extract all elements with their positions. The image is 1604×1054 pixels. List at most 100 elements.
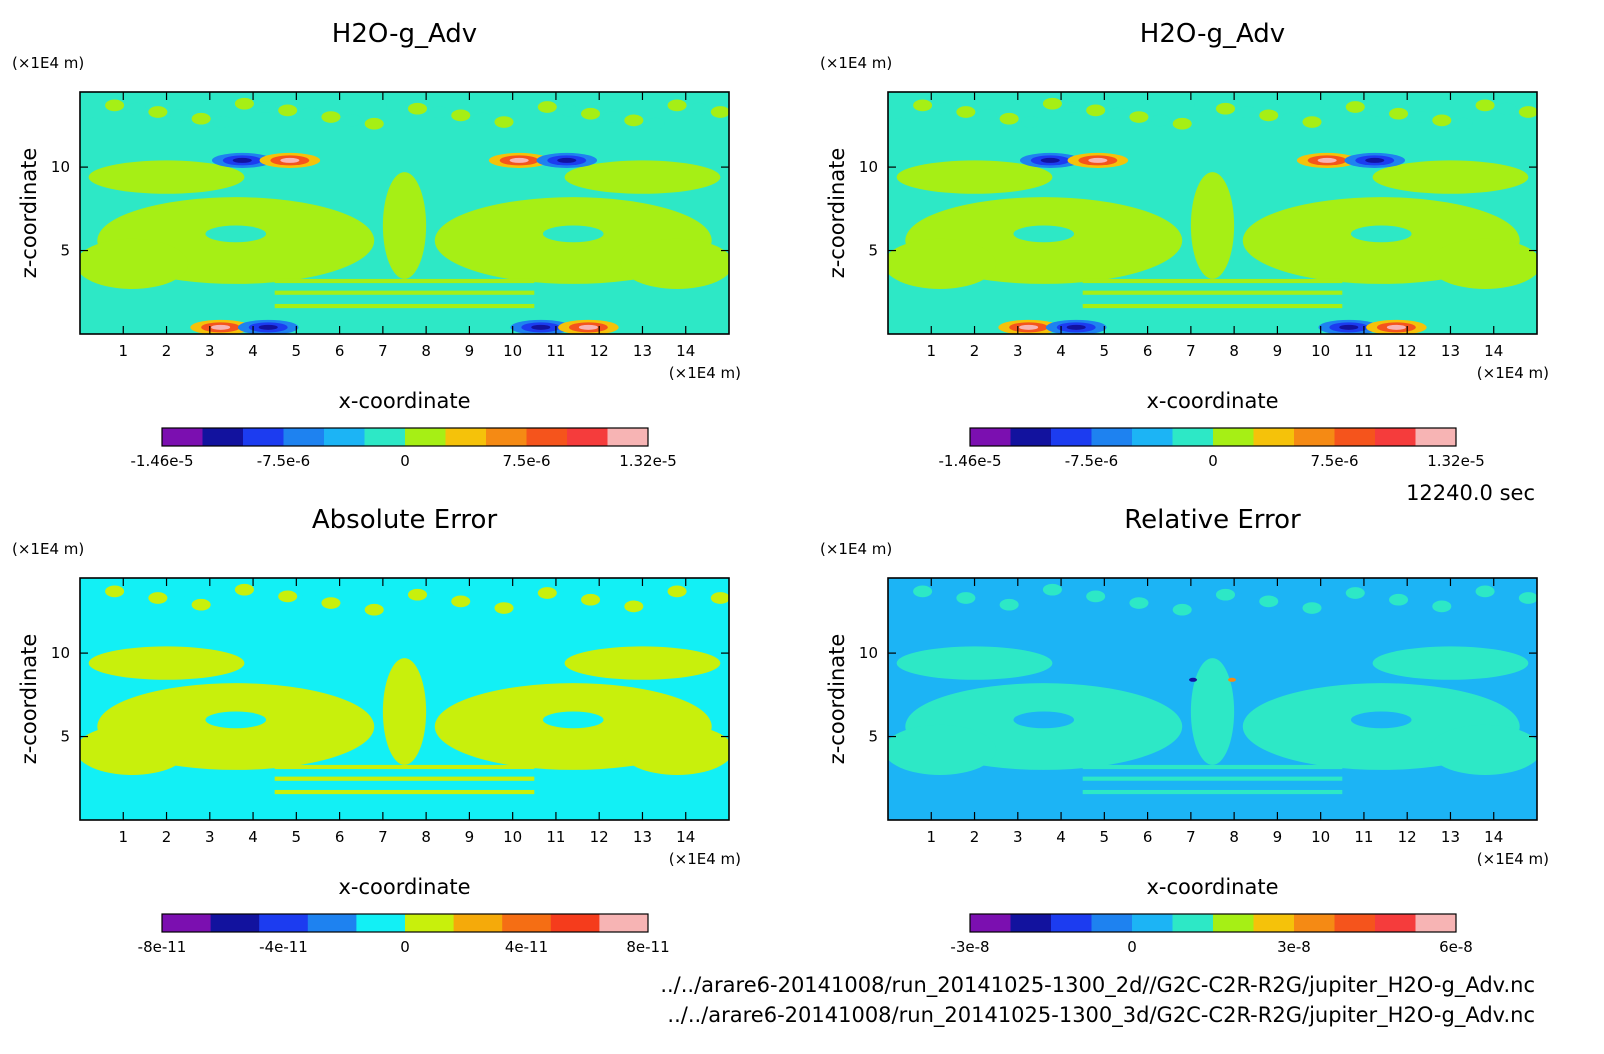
contour-speck — [999, 112, 1019, 125]
extreme-cell — [1317, 157, 1337, 163]
colorbar: -8e-11 -4e-11 0 4e-11 8e-11 — [138, 913, 670, 956]
contour-speck — [191, 112, 211, 125]
colorbar-swatch — [1091, 428, 1133, 446]
contour-speck — [451, 595, 471, 608]
contour-band — [1082, 764, 1343, 770]
contour-speck — [256, 101, 276, 113]
contour-band — [274, 776, 535, 781]
contour-region — [564, 646, 721, 680]
contour-speck — [1064, 587, 1084, 599]
colorbar-swatch — [1091, 914, 1133, 932]
x-axis-label: x-coordinate — [338, 389, 470, 413]
x-tick-label: 8 — [421, 342, 431, 360]
colorbar-swatch — [1213, 914, 1254, 932]
colorbar: -1.46e-5 -7.5e-6 0 7.5e-6 1.32e-5 — [939, 427, 1485, 470]
colorbar-swatch — [453, 914, 503, 932]
contour-speck — [1518, 592, 1537, 604]
colorbar-swatch — [1132, 914, 1173, 932]
extreme-cell — [211, 324, 231, 330]
contour-region — [888, 724, 997, 775]
contour-speck — [559, 104, 579, 117]
colorbar-swatch — [307, 914, 357, 932]
contour-speck — [602, 111, 622, 123]
x-axis-label: x-coordinate — [1146, 389, 1278, 413]
x-axis-label: x-coordinate — [1146, 875, 1278, 899]
colorbar-tick-label: 0 — [1208, 452, 1218, 470]
contour-speck — [999, 598, 1019, 611]
contour-speck — [105, 585, 125, 598]
x-unit-label: (×1E4 m) — [669, 850, 741, 868]
colorbar-frame — [161, 913, 649, 933]
contour-speck — [169, 109, 190, 122]
contour-speck — [126, 102, 146, 115]
extreme-cell — [557, 157, 577, 163]
contour-speck — [891, 603, 911, 616]
x-tick-label: 6 — [1143, 828, 1153, 846]
contour-speck — [1086, 590, 1106, 603]
contour-speck — [1021, 116, 1041, 128]
x-tick-label: 5 — [292, 342, 302, 360]
contour-region — [382, 172, 427, 279]
contour-speck — [1475, 585, 1495, 598]
contour-speck — [667, 585, 687, 598]
colorbar-swatch — [1172, 914, 1214, 932]
contour-speck — [148, 106, 168, 118]
contour-speck — [278, 590, 298, 603]
colorbar-tick-label: 0 — [1127, 938, 1137, 956]
contour-region — [80, 724, 189, 775]
x-tick-label: 2 — [970, 342, 980, 360]
colorbar-swatch — [550, 914, 600, 932]
y-tick-label: 5 — [60, 728, 70, 746]
contour-region — [88, 160, 245, 194]
contour-region — [896, 160, 1053, 194]
contour-speck — [1497, 102, 1517, 115]
contour-speck — [1151, 114, 1171, 127]
y-tick-label: 10 — [51, 158, 70, 176]
contour-speck — [581, 107, 601, 120]
contour-speck — [1497, 588, 1517, 601]
contour-band — [274, 303, 535, 309]
x-tick-label: 12 — [1398, 828, 1417, 846]
contour-speck — [934, 102, 954, 115]
contour-speck — [934, 588, 954, 601]
x-unit-label: (×1E4 m) — [1477, 850, 1549, 868]
x-tick-label: 10 — [1311, 828, 1330, 846]
chart-title: H2O-g_Adv — [1140, 19, 1285, 49]
contour-speck — [494, 116, 514, 128]
colorbar-tick-label: -3e-8 — [950, 938, 989, 956]
contour-speck — [1410, 597, 1430, 609]
contour-speck — [386, 585, 406, 598]
colorbar-swatch — [364, 428, 406, 446]
contour-speck — [1194, 99, 1214, 112]
y-axis-label: z-coordinate — [17, 148, 41, 279]
contour-field — [80, 92, 729, 334]
contour-speck — [343, 600, 363, 613]
x-tick-label: 11 — [546, 342, 565, 360]
x-tick-label: 11 — [546, 828, 565, 846]
contour-speck — [559, 590, 579, 603]
colorbar-swatch — [1051, 914, 1092, 932]
contour-speck — [1194, 585, 1214, 598]
colorbar-tick-label: 1.32e-5 — [1427, 452, 1485, 470]
x-tick-label: 9 — [465, 828, 475, 846]
contour-speck — [472, 598, 492, 611]
x-tick-label: 7 — [378, 828, 388, 846]
colorbar-frame — [969, 913, 1457, 933]
contour-speck — [1453, 117, 1473, 130]
contour-band — [1082, 278, 1343, 284]
contour-speck — [1107, 593, 1127, 606]
x-tick-label: 4 — [1056, 342, 1066, 360]
colorbar-swatch — [1253, 428, 1295, 446]
extreme-cell — [258, 324, 278, 330]
contour-speck — [516, 97, 536, 110]
x-tick-label: 1 — [118, 828, 128, 846]
contour-region — [1372, 160, 1529, 194]
extreme-cell — [1040, 157, 1060, 163]
contour-field — [888, 578, 1537, 820]
contour-speck — [299, 593, 319, 606]
plot-frame — [887, 577, 1538, 821]
colorbar-swatch — [162, 914, 212, 932]
contour-speck — [913, 585, 933, 598]
colorbar: -1.46e-5 -7.5e-6 0 7.5e-6 1.32e-5 — [131, 427, 677, 470]
contour-region — [1428, 724, 1537, 775]
